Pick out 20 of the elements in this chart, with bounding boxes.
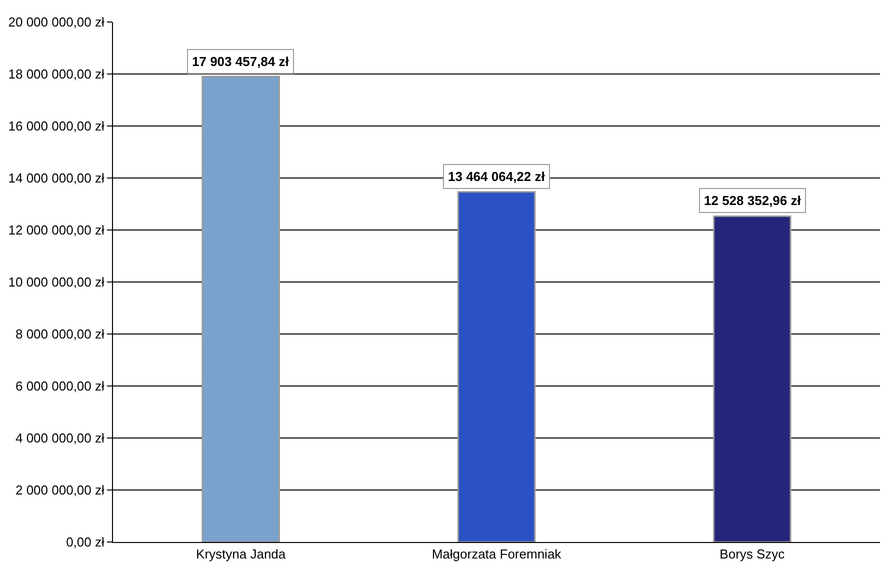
y-tick-label: 16 000 000,00 zł bbox=[8, 118, 105, 134]
y-tick-label: 10 000 000,00 zł bbox=[8, 274, 105, 290]
y-tick-label: 4 000 000,00 zł bbox=[15, 430, 105, 446]
y-tick-label: 8 000 000,00 zł bbox=[15, 326, 105, 342]
y-tick-label: 0,00 zł bbox=[66, 534, 104, 550]
bar bbox=[713, 216, 792, 542]
y-tick-label: 2 000 000,00 zł bbox=[15, 482, 105, 498]
data-label: 13 464 064,22 zł bbox=[448, 169, 546, 184]
bar bbox=[457, 191, 536, 542]
y-tick-label: 6 000 000,00 zł bbox=[15, 378, 105, 394]
bar bbox=[202, 76, 280, 542]
y-tick-label: 14 000 000,00 zł bbox=[8, 170, 105, 186]
data-label: 12 528 352,96 zł bbox=[704, 193, 802, 208]
x-tick-label: Małgorzata Foremniak bbox=[432, 546, 562, 562]
y-tick-label: 20 000 000,00 zł bbox=[8, 14, 105, 30]
data-label: 17 903 457,84 zł bbox=[192, 54, 290, 69]
x-tick-label: Krystyna Janda bbox=[196, 546, 286, 562]
x-tick-label: Borys Szyc bbox=[720, 546, 786, 562]
y-tick-label: 12 000 000,00 zł bbox=[8, 222, 105, 238]
y-tick-label: 18 000 000,00 zł bbox=[8, 66, 105, 82]
